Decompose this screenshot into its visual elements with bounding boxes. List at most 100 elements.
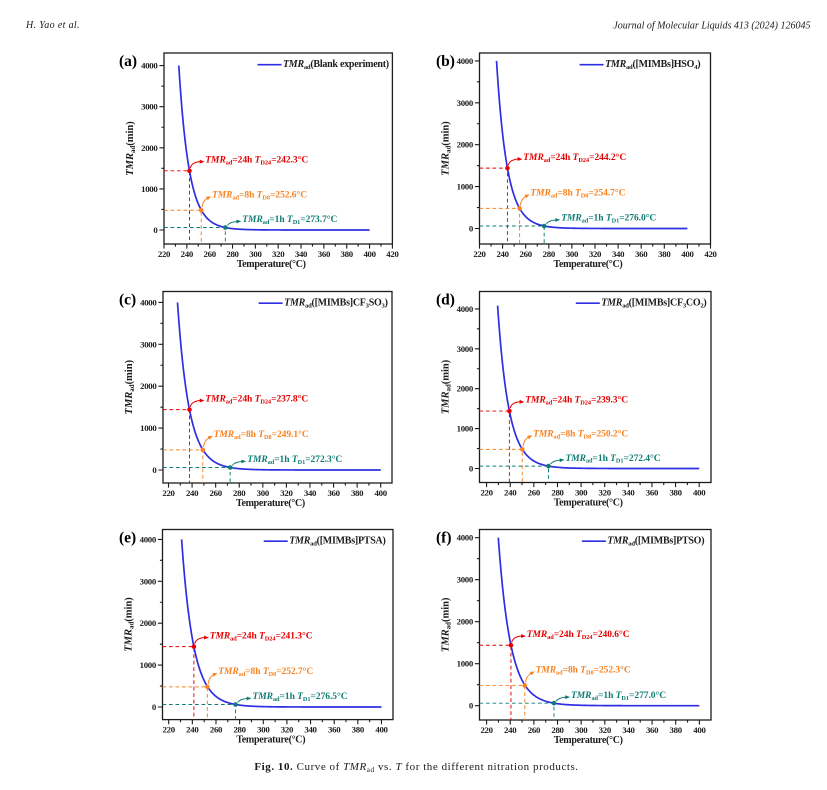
svg-text:TMRad=8h TD8=252.3°C: TMRad=8h TD8=252.3°C	[536, 665, 631, 677]
svg-text:260: 260	[528, 725, 541, 735]
svg-text:280: 280	[233, 724, 246, 734]
svg-text:300: 300	[257, 724, 270, 734]
svg-text:320: 320	[599, 487, 612, 497]
svg-text:0: 0	[469, 701, 474, 711]
svg-text:TMRad([MIMBs]CF3CO2): TMRad([MIMBs]CF3CO2)	[601, 298, 706, 310]
svg-text:Journal of Molecular Liquids 4: Journal of Molecular Liquids 413 (2024) …	[613, 21, 810, 32]
svg-text:340: 340	[304, 488, 317, 498]
svg-text:4000: 4000	[457, 56, 474, 66]
svg-text:340: 340	[304, 724, 317, 734]
svg-text:1000: 1000	[457, 659, 474, 669]
svg-text:340: 340	[622, 487, 635, 497]
svg-text:300: 300	[575, 487, 588, 497]
svg-text:TMRad([MIMBs]CF3SO3): TMRad([MIMBs]CF3SO3)	[284, 298, 388, 310]
svg-text:(d): (d)	[436, 292, 455, 309]
svg-text:TMRad=8h TD8=250.2°C: TMRad=8h TD8=250.2°C	[533, 429, 628, 441]
svg-text:TMRad=1h TD1=277.0°C: TMRad=1h TD1=277.0°C	[571, 690, 666, 702]
svg-text:Temperature(°C): Temperature(°C)	[237, 259, 306, 270]
svg-text:280: 280	[233, 488, 246, 498]
svg-text:3000: 3000	[457, 98, 474, 108]
svg-text:300: 300	[257, 488, 270, 498]
svg-text:TMRad=1h TD1=273.7°C: TMRad=1h TD1=273.7°C	[242, 214, 337, 226]
svg-text:300: 300	[249, 249, 262, 259]
svg-text:H. Yao et al.: H. Yao et al.	[25, 20, 80, 31]
svg-text:300: 300	[575, 725, 588, 735]
svg-text:(a): (a)	[119, 53, 137, 70]
svg-text:TMRad(min): TMRad(min)	[441, 121, 453, 176]
svg-text:400: 400	[693, 725, 706, 735]
svg-text:260: 260	[520, 249, 533, 259]
svg-text:240: 240	[504, 487, 517, 497]
svg-text:TMRad([MIMBs]HSO4): TMRad([MIMBs]HSO4)	[605, 59, 700, 71]
svg-text:400: 400	[693, 487, 706, 497]
svg-text:280: 280	[226, 249, 239, 259]
svg-text:Temperature(°C): Temperature(°C)	[236, 735, 305, 746]
svg-text:Temperature(°C): Temperature(°C)	[554, 259, 623, 270]
svg-text:0: 0	[469, 464, 474, 474]
svg-text:240: 240	[186, 724, 199, 734]
svg-text:TMRad=24h TD24=241.3°C: TMRad=24h TD24=241.3°C	[210, 630, 313, 642]
svg-text:260: 260	[528, 487, 541, 497]
svg-text:TMRad=8h TD8=254.7°C: TMRad=8h TD8=254.7°C	[530, 188, 625, 200]
svg-text:TMRad=24h TD24=239.3°C: TMRad=24h TD24=239.3°C	[525, 395, 628, 407]
svg-text:380: 380	[669, 487, 682, 497]
svg-text:TMRad(min): TMRad(min)	[441, 359, 453, 414]
svg-text:4000: 4000	[140, 534, 157, 544]
svg-text:420: 420	[386, 249, 399, 259]
svg-text:2000: 2000	[140, 381, 157, 391]
svg-text:1000: 1000	[457, 182, 474, 192]
svg-text:300: 300	[566, 249, 579, 259]
svg-text:2000: 2000	[457, 140, 474, 150]
svg-text:2000: 2000	[140, 618, 157, 628]
svg-text:2000: 2000	[141, 143, 158, 153]
svg-text:220: 220	[480, 487, 493, 497]
svg-text:380: 380	[670, 725, 683, 735]
svg-text:TMRad(min): TMRad(min)	[441, 597, 453, 652]
svg-text:TMRad=24h TD24=244.2°C: TMRad=24h TD24=244.2°C	[523, 152, 626, 164]
svg-text:400: 400	[375, 488, 388, 498]
svg-text:2000: 2000	[457, 384, 474, 394]
svg-text:320: 320	[280, 488, 293, 498]
svg-text:360: 360	[318, 249, 331, 259]
svg-text:360: 360	[646, 725, 659, 735]
svg-text:3000: 3000	[140, 339, 157, 349]
svg-text:340: 340	[295, 249, 308, 259]
svg-text:TMRad=24h TD24=237.8°C: TMRad=24h TD24=237.8°C	[205, 393, 308, 405]
svg-text:1000: 1000	[140, 660, 157, 670]
svg-text:360: 360	[327, 488, 340, 498]
svg-text:340: 340	[622, 725, 635, 735]
svg-text:(e): (e)	[119, 530, 136, 547]
svg-text:220: 220	[473, 249, 486, 259]
svg-text:280: 280	[551, 725, 564, 735]
svg-text:1000: 1000	[457, 424, 474, 434]
svg-text:(c): (c)	[119, 292, 136, 309]
svg-text:Temperature(°C): Temperature(°C)	[236, 498, 305, 509]
svg-text:240: 240	[181, 249, 194, 259]
svg-text:0: 0	[152, 702, 157, 712]
svg-text:0: 0	[152, 465, 157, 475]
svg-text:1000: 1000	[141, 184, 158, 194]
svg-text:2000: 2000	[457, 617, 474, 627]
svg-text:(b): (b)	[436, 53, 455, 70]
svg-text:3000: 3000	[457, 575, 474, 585]
svg-text:340: 340	[612, 249, 625, 259]
svg-text:Temperature(°C): Temperature(°C)	[554, 498, 623, 509]
svg-text:TMRad(min): TMRad(min)	[124, 597, 136, 652]
svg-text:(f): (f)	[436, 530, 452, 547]
svg-text:TMRad([MIMBs]PTSA): TMRad([MIMBs]PTSA)	[289, 536, 385, 548]
svg-text:400: 400	[363, 249, 376, 259]
svg-text:380: 380	[351, 488, 364, 498]
svg-text:TMRad(min): TMRad(min)	[125, 121, 137, 176]
svg-text:320: 320	[599, 725, 612, 735]
svg-text:1000: 1000	[140, 423, 157, 433]
svg-text:220: 220	[162, 488, 175, 498]
svg-text:4000: 4000	[457, 533, 474, 543]
svg-text:260: 260	[210, 488, 223, 498]
svg-text:4000: 4000	[140, 297, 157, 307]
svg-text:TMRad([MIMBs]PTSO): TMRad([MIMBs]PTSO)	[607, 536, 704, 548]
svg-text:400: 400	[375, 724, 388, 734]
svg-text:TMRad=24h TD24=242.3°C: TMRad=24h TD24=242.3°C	[205, 155, 308, 167]
svg-text:320: 320	[589, 249, 602, 259]
svg-text:280: 280	[551, 487, 564, 497]
svg-text:3000: 3000	[141, 102, 158, 112]
